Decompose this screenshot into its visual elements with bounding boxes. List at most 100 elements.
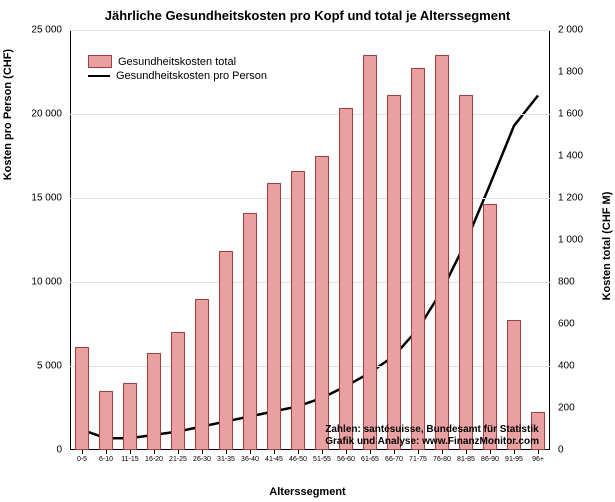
- x-tick-label: 81-85: [457, 456, 475, 463]
- y-right-tick: 0: [558, 445, 564, 456]
- bar: [459, 95, 473, 450]
- x-tick-mark: [154, 450, 155, 454]
- x-tick-mark: [370, 450, 371, 454]
- axis-left-line: [70, 30, 71, 450]
- bar: [483, 204, 497, 450]
- bar: [363, 55, 377, 450]
- x-tick-mark: [250, 450, 251, 454]
- gridline: [70, 366, 550, 367]
- y-right-tick: 200: [558, 403, 575, 414]
- x-tick-label: 46-50: [289, 456, 307, 463]
- x-tick-label: 41-45: [265, 456, 283, 463]
- gridline: [70, 114, 550, 115]
- legend: Gesundheitskosten total Gesundheitskoste…: [88, 55, 267, 84]
- x-tick-label: 56-60: [337, 456, 355, 463]
- x-tick-label: 6-10: [99, 456, 113, 463]
- y-right-tick: 1 000: [558, 235, 583, 246]
- y-axis-left-label: Kosten pro Person (CHF): [2, 49, 14, 180]
- y-right-tick: 1 600: [558, 109, 583, 120]
- footnote: Zahlen: santésuisse, Bundesamt für Stati…: [325, 424, 539, 448]
- x-tick-label: 91-95: [505, 456, 523, 463]
- bar: [123, 383, 137, 450]
- x-tick-mark: [298, 450, 299, 454]
- x-tick-label: 11-15: [121, 456, 138, 463]
- gridline: [70, 198, 550, 199]
- y-right-tick: 800: [558, 277, 575, 288]
- x-tick-label: 96+: [532, 456, 544, 463]
- y-left-tick: 10 000: [31, 277, 62, 288]
- plot-area: 0-56-1011-1516-2021-2526-3031-3536-4041-…: [70, 30, 550, 450]
- y-left-tick: 15 000: [31, 193, 62, 204]
- bar: [195, 299, 209, 450]
- bar: [219, 251, 233, 451]
- y-left-tick: 5 000: [37, 361, 62, 372]
- x-axis-label: Alterssegment: [0, 486, 615, 498]
- x-tick-mark: [466, 450, 467, 454]
- legend-swatch-bar: [88, 55, 112, 68]
- bar: [411, 68, 425, 450]
- legend-swatch-line: [88, 75, 110, 77]
- x-tick-mark: [274, 450, 275, 454]
- legend-line-label: Gesundheitskosten pro Person: [116, 70, 267, 82]
- bar: [315, 156, 329, 450]
- bar: [99, 391, 113, 450]
- x-tick-mark: [394, 450, 395, 454]
- x-tick-mark: [178, 450, 179, 454]
- x-tick-mark: [82, 450, 83, 454]
- chart-container: Jährliche Gesundheitskosten pro Kopf und…: [0, 0, 615, 502]
- y-right-tick: 1 200: [558, 193, 583, 204]
- x-tick-label: 0-5: [77, 456, 87, 463]
- x-tick-mark: [226, 450, 227, 454]
- legend-item-bar: Gesundheitskosten total: [88, 55, 267, 68]
- x-tick-label: 36-40: [241, 456, 259, 463]
- bar: [171, 332, 185, 450]
- bar: [387, 95, 401, 450]
- y-right-tick: 2 000: [558, 25, 583, 36]
- y-right-tick: 1 800: [558, 67, 583, 78]
- x-tick-label: 66-70: [385, 456, 403, 463]
- y-left-tick: 25 000: [31, 25, 62, 36]
- x-tick-mark: [490, 450, 491, 454]
- x-tick-label: 86-90: [481, 456, 499, 463]
- x-tick-mark: [418, 450, 419, 454]
- axis-bottom-line: [70, 449, 550, 450]
- line-series: [70, 30, 550, 450]
- chart-title: Jährliche Gesundheitskosten pro Kopf und…: [0, 8, 615, 23]
- x-tick-mark: [514, 450, 515, 454]
- y-left-tick: 0: [56, 445, 62, 456]
- bar: [339, 108, 353, 450]
- y-right-tick: 1 400: [558, 151, 583, 162]
- gridline: [70, 30, 550, 31]
- gridline: [70, 282, 550, 283]
- y-axis-right-label: Kosten total (CHF M): [601, 192, 613, 301]
- x-tick-label: 76-80: [433, 456, 451, 463]
- bar: [267, 183, 281, 450]
- axis-right-line: [549, 30, 550, 450]
- x-tick-mark: [442, 450, 443, 454]
- y-right-tick: 400: [558, 361, 575, 372]
- y-right-tick: 600: [558, 319, 575, 330]
- bar: [243, 213, 257, 450]
- bar: [435, 55, 449, 450]
- legend-bar-label: Gesundheitskosten total: [118, 56, 236, 68]
- x-tick-label: 61-65: [361, 456, 379, 463]
- legend-item-line: Gesundheitskosten pro Person: [88, 70, 267, 82]
- bar: [291, 171, 305, 450]
- x-tick-label: 31-35: [217, 456, 235, 463]
- x-tick-mark: [322, 450, 323, 454]
- x-tick-mark: [130, 450, 131, 454]
- x-tick-label: 26-30: [193, 456, 211, 463]
- x-tick-mark: [346, 450, 347, 454]
- footnote-line2: Grafik und Analyse: www.FinanzMonitor.co…: [325, 436, 539, 448]
- y-left-tick: 20 000: [31, 109, 62, 120]
- x-tick-label: 71-75: [409, 456, 427, 463]
- x-tick-mark: [106, 450, 107, 454]
- footnote-line1: Zahlen: santésuisse, Bundesamt für Stati…: [325, 424, 539, 436]
- bar: [75, 347, 89, 450]
- x-tick-mark: [538, 450, 539, 454]
- x-tick-label: 21-25: [169, 456, 187, 463]
- x-tick-mark: [202, 450, 203, 454]
- bar: [147, 353, 161, 450]
- x-tick-label: 51-55: [313, 456, 331, 463]
- x-tick-label: 16-20: [145, 456, 163, 463]
